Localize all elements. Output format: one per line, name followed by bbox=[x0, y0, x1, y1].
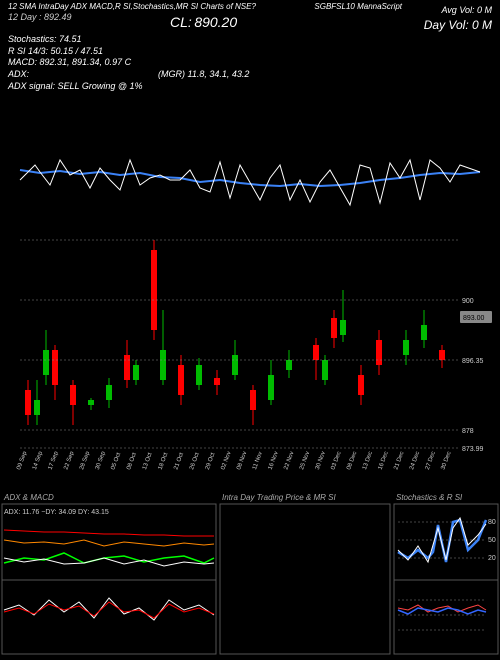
svg-text:27 Dec: 27 Dec bbox=[425, 451, 437, 471]
svg-text:21 Dec: 21 Dec bbox=[393, 451, 405, 471]
svg-text:30 Nov: 30 Nov bbox=[315, 451, 327, 471]
symbol-name: SGBFSL10 MannaScript bbox=[314, 2, 402, 12]
svg-text:896.35: 896.35 bbox=[462, 358, 484, 365]
svg-text:30 Dec: 30 Dec bbox=[441, 451, 453, 471]
svg-text:16 Dec: 16 Dec bbox=[378, 451, 390, 471]
intraday-panel: Intra Day Trading Price & MR SI bbox=[220, 493, 390, 654]
svg-text:893.00: 893.00 bbox=[463, 315, 485, 322]
svg-text:ADX & MACD: ADX & MACD bbox=[3, 493, 54, 502]
svg-text:16 Nov: 16 Nov bbox=[268, 451, 280, 471]
svg-text:ADX: 11.76 −DY: 34.09 DY: 43: ADX: 11.76 −DY: 34.09 DY: 43.15 bbox=[4, 509, 109, 516]
svg-text:80: 80 bbox=[488, 519, 496, 526]
svg-text:08 Dec: 08 Dec bbox=[346, 451, 358, 471]
svg-text:18 Oct: 18 Oct bbox=[158, 452, 170, 471]
svg-text:900: 900 bbox=[462, 298, 474, 305]
svg-text:29 Oct: 29 Oct bbox=[205, 452, 217, 471]
svg-text:13 Oct: 13 Oct bbox=[142, 452, 154, 471]
macd-value: MACD: 892.31, 891.34, 0.97 C bbox=[8, 57, 492, 69]
bottom-panels: ADX & MACD ADX: 11.76 −DY: 34.09 DY: 43.… bbox=[0, 490, 500, 660]
svg-text:22 Nov: 22 Nov bbox=[283, 451, 295, 471]
svg-text:14 Sep: 14 Sep bbox=[32, 450, 44, 471]
svg-text:878: 878 bbox=[462, 428, 474, 435]
svg-text:20: 20 bbox=[488, 555, 496, 562]
rsi-value: R SI 14/3: 50.15 / 47.51 bbox=[8, 46, 492, 58]
svg-text:24 Dec: 24 Dec bbox=[409, 451, 421, 471]
oscillator-chart bbox=[0, 120, 500, 230]
svg-text:17 Sep: 17 Sep bbox=[48, 450, 60, 471]
svg-text:09 Sep: 09 Sep bbox=[16, 450, 28, 471]
svg-text:50: 50 bbox=[488, 537, 496, 544]
svg-text:08 Nov: 08 Nov bbox=[236, 451, 248, 471]
close-price: CL: 890.20 bbox=[170, 14, 237, 30]
volume-info: Avg Vol: 0 M Day Vol: 0 M bbox=[424, 4, 492, 33]
svg-text:11 Nov: 11 Nov bbox=[252, 451, 264, 471]
svg-text:Stochastics & R SI: Stochastics & R SI bbox=[396, 493, 463, 502]
stochastics-value: Stochastics: 74.51 bbox=[8, 34, 492, 46]
indicator-list: 12 SMA IntraDay ADX MACD,R SI,Stochastic… bbox=[8, 2, 492, 12]
adx-signal: ADX signal: SELL Growing @ 1% bbox=[8, 81, 492, 93]
svg-text:873.99: 873.99 bbox=[462, 446, 484, 453]
candlestick-chart: 900896.35878873.99 09 Sep14 Sep17 Sep22 … bbox=[0, 230, 500, 490]
chart-header: 12 SMA IntraDay ADX MACD,R SI,Stochastic… bbox=[8, 2, 492, 93]
svg-text:26 Oct: 26 Oct bbox=[189, 452, 201, 471]
svg-text:Intra Day Trading Price &: Intra Day Trading Price & MR SI bbox=[222, 493, 336, 502]
svg-text:05 Oct: 05 Oct bbox=[111, 452, 123, 471]
svg-text:25 Nov: 25 Nov bbox=[299, 451, 311, 471]
svg-text:13 Dec: 13 Dec bbox=[362, 451, 374, 471]
svg-text:22 Sep: 22 Sep bbox=[63, 450, 75, 471]
stoch-rsi-panel: Stochastics & R SI 80 50 20 bbox=[394, 493, 498, 654]
svg-text:30 Sep: 30 Sep bbox=[95, 450, 107, 471]
svg-text:21 Oct: 21 Oct bbox=[173, 452, 185, 471]
svg-text:02 Nov: 02 Nov bbox=[221, 451, 233, 471]
svg-text:08 Oct: 08 Oct bbox=[126, 452, 138, 471]
svg-text:28 Sep: 28 Sep bbox=[79, 450, 91, 471]
adx-macd-panel: ADX & MACD ADX: 11.76 −DY: 34.09 DY: 43.… bbox=[2, 493, 216, 654]
svg-text:03 Dec: 03 Dec bbox=[331, 451, 343, 471]
adx-label: ADX: (MGR) 11.8, 34.1, 43.2 bbox=[8, 69, 492, 81]
day12-value: 12 Day : 892.49 bbox=[8, 12, 492, 24]
